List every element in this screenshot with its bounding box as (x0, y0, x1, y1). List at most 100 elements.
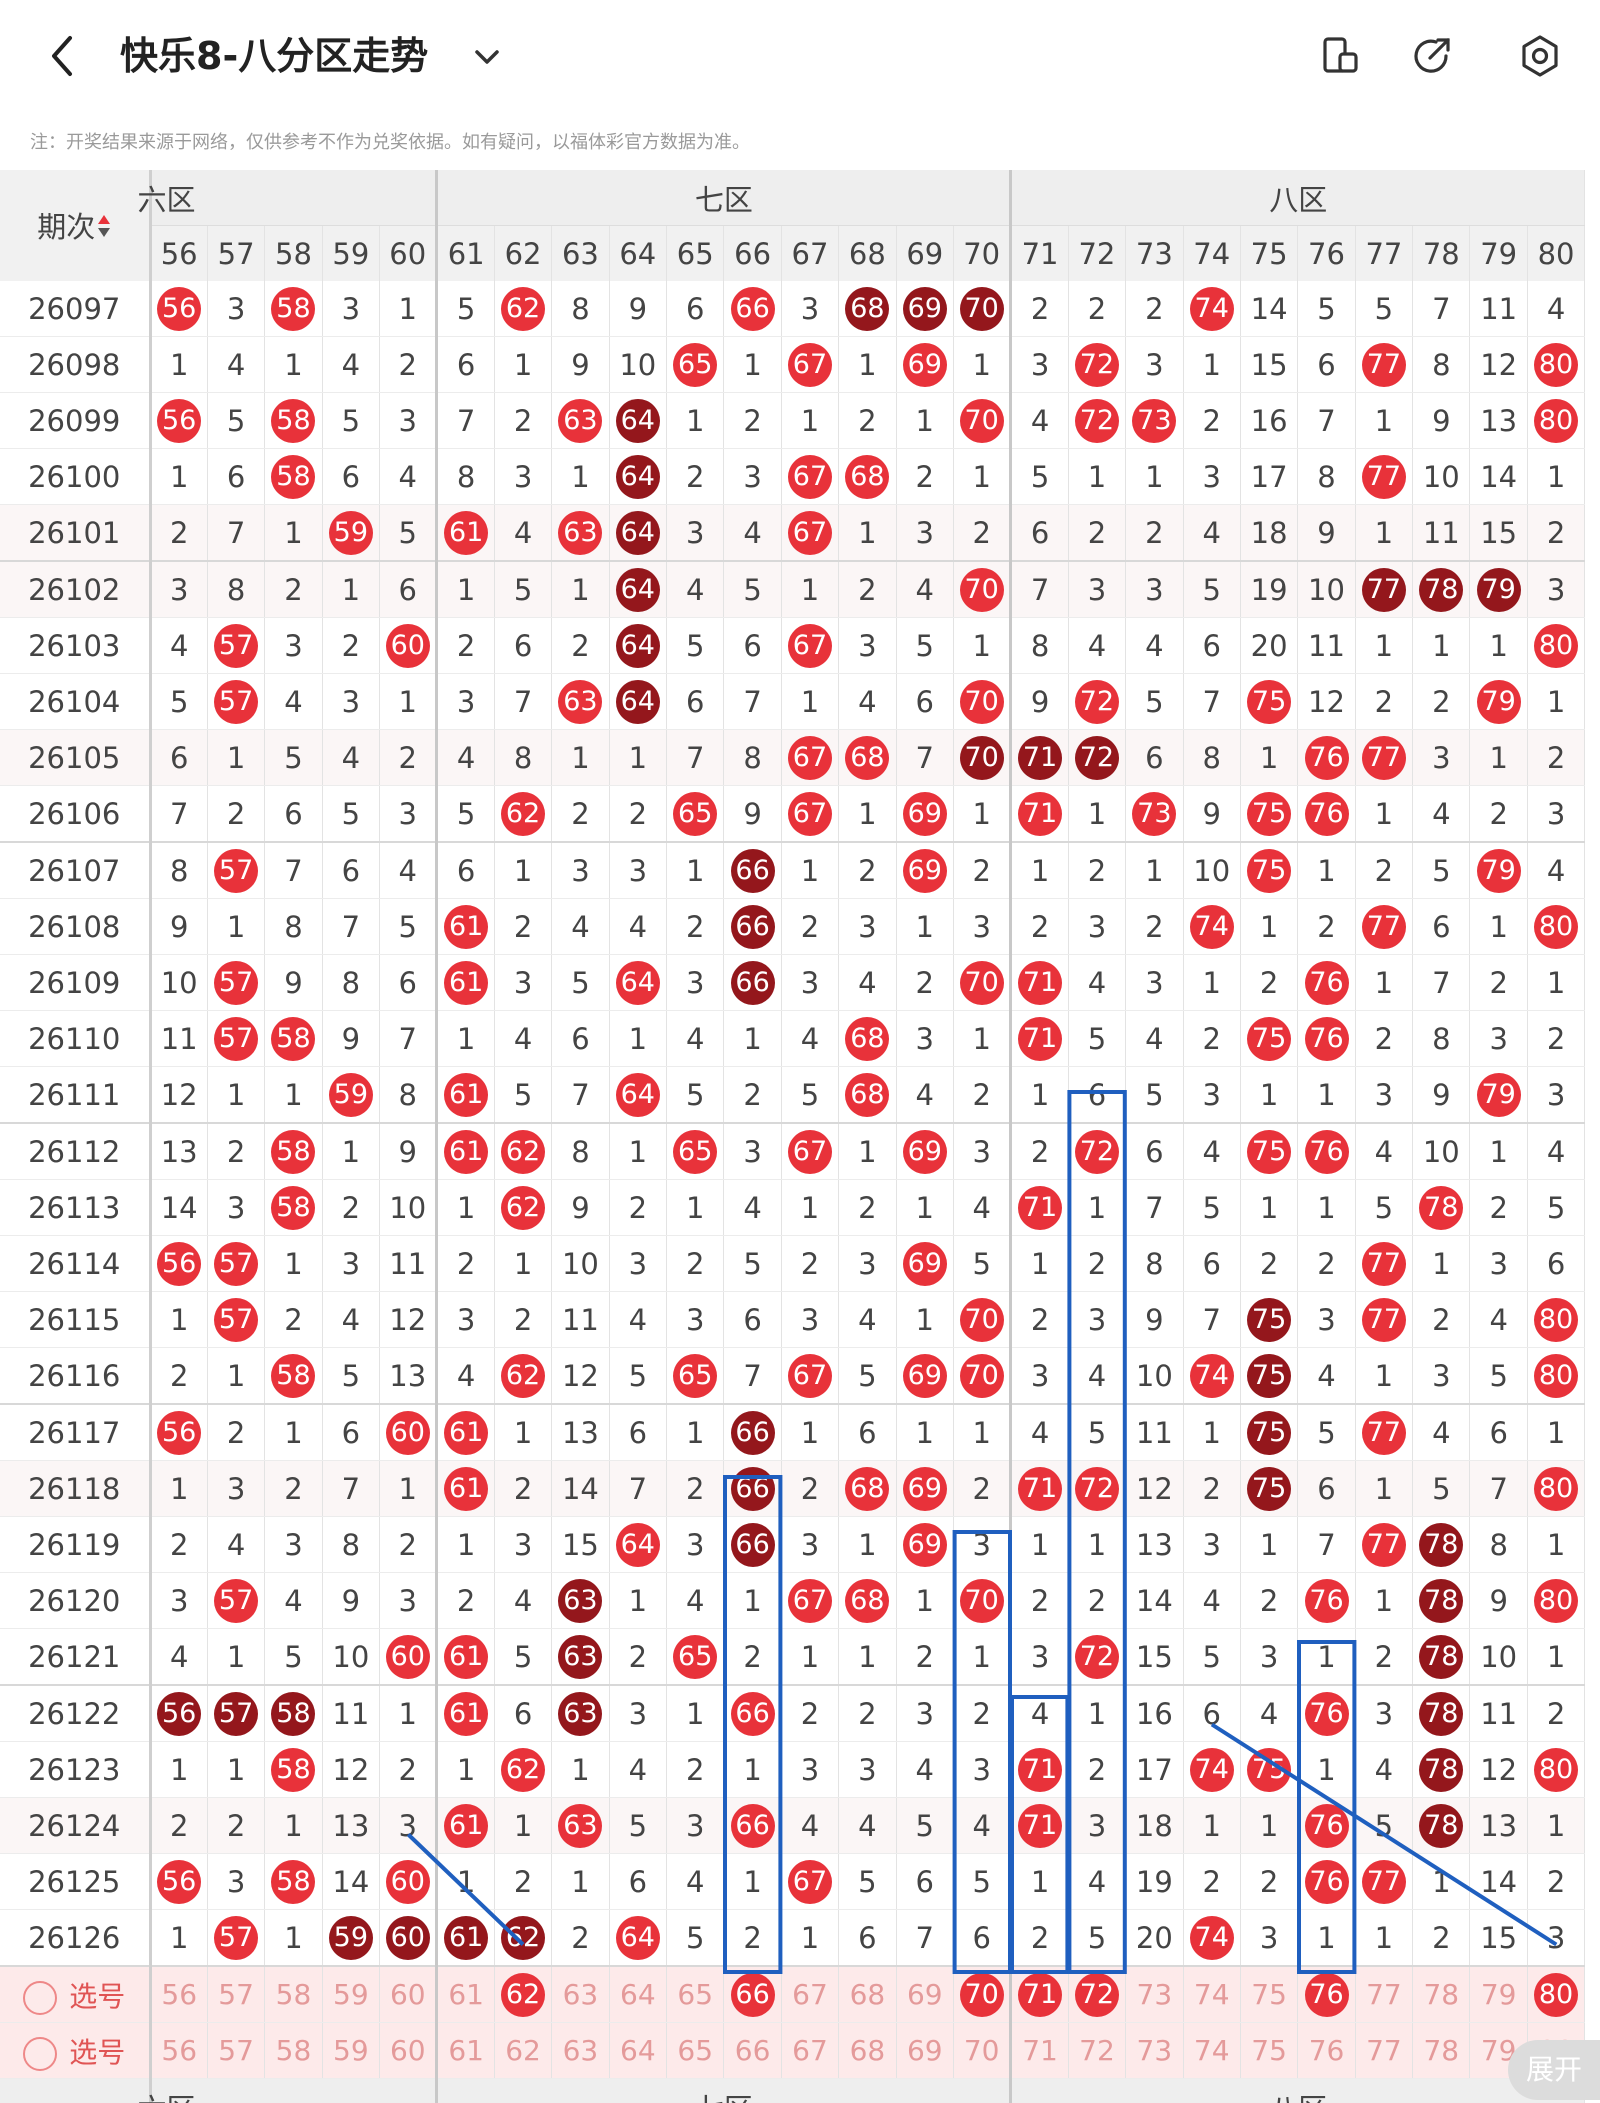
hit-ball: 69 (902, 1129, 947, 1174)
trend-cell: 7 (379, 1010, 439, 1067)
pick-cell[interactable]: 74 (1183, 1966, 1241, 2023)
radio-icon[interactable] (23, 1980, 58, 2015)
hit-ball: 62 (501, 791, 546, 836)
pick-cell[interactable]: 59 (322, 1966, 381, 2023)
pick-cell[interactable]: 60 (379, 1966, 439, 2023)
pick-cell[interactable]: 58 (264, 1966, 323, 2023)
period-header[interactable]: 期次 (0, 170, 152, 281)
pick-cell[interactable]: 75 (1240, 2022, 1299, 2079)
trend-cell: 1 (838, 504, 897, 562)
pick-cell[interactable]: 76 (1297, 2022, 1356, 2079)
trend-cell: 77 (1355, 1853, 1414, 1910)
trend-cell: 72 (1068, 1460, 1127, 1517)
expand-button[interactable]: 展开 (1508, 2040, 1600, 2100)
settings-icon[interactable] (1516, 32, 1564, 80)
trend-cell: 1 (609, 1010, 668, 1067)
pick-row-label[interactable]: 选号 (0, 2022, 152, 2079)
repeat-ball: 78 (1419, 1803, 1464, 1848)
trend-cell: 3 (1068, 1291, 1127, 1348)
trend-cell: 5 (322, 392, 381, 449)
pick-row-label[interactable]: 选号 (0, 1966, 152, 2023)
pick-cell[interactable]: 56 (150, 1966, 208, 2023)
page-title[interactable]: 快乐8-八分区走势 (120, 34, 429, 78)
pick-cell[interactable]: 65 (666, 1966, 725, 2023)
trend-cell: 1 (838, 1516, 897, 1573)
pick-cell[interactable]: 76 (1297, 1966, 1356, 2023)
pick-cell[interactable]: 57 (207, 1966, 266, 2023)
pick-cell[interactable]: 60 (379, 2022, 439, 2079)
pick-cell[interactable]: 63 (551, 2022, 610, 2079)
hit-ball: 70 (959, 1578, 1004, 1623)
pick-cell[interactable]: 68 (838, 2022, 897, 2079)
trend-cell: 1 (1068, 1685, 1127, 1742)
pick-cell[interactable]: 78 (1412, 1966, 1471, 2023)
pick-cell[interactable]: 72 (1068, 1966, 1127, 2023)
trend-cell: 6 (1527, 1235, 1586, 1292)
pick-cell[interactable]: 57 (207, 2022, 266, 2079)
trend-cell: 62 (494, 1347, 553, 1405)
pick-cell[interactable]: 61 (436, 1966, 495, 2023)
pick-cell[interactable]: 70 (953, 1966, 1013, 2023)
trend-cell: 1 (1240, 1066, 1299, 1124)
hit-ball: 71 (1018, 1747, 1063, 1792)
pick-cell[interactable]: 68 (838, 1966, 897, 2023)
trend-cell: 4 (1125, 1010, 1184, 1067)
pick-cell[interactable]: 56 (150, 2022, 208, 2079)
pick-cell[interactable]: 61 (436, 2022, 495, 2079)
pick-cell[interactable]: 67 (781, 1966, 840, 2023)
repeat-ball: 78 (1419, 1691, 1464, 1736)
trend-cell: 1 (609, 1123, 668, 1180)
pick-cell[interactable]: 71 (1010, 1966, 1069, 2023)
pick-cell[interactable]: 66 (723, 1966, 782, 2023)
pick-cell[interactable]: 62 (494, 1966, 553, 2023)
trend-cell: 3 (781, 281, 840, 337)
pick-cell[interactable]: 73 (1125, 2022, 1184, 2079)
pick-cell[interactable]: 63 (551, 1966, 610, 2023)
trend-cell: 1 (609, 729, 668, 786)
pick-cell[interactable]: 77 (1355, 1966, 1414, 2023)
trend-cell: 2 (264, 1460, 323, 1517)
column-header-77: 77 (1355, 225, 1414, 281)
pick-cell[interactable]: 73 (1125, 1966, 1184, 2023)
pick-cell[interactable]: 67 (781, 2022, 840, 2079)
share-icon[interactable] (1408, 32, 1456, 80)
trend-cell: 7 (896, 1909, 954, 1967)
trend-cell: 75 (1240, 785, 1299, 843)
pick-cell[interactable]: 69 (896, 2022, 954, 2079)
trend-cell: 1 (379, 281, 439, 337)
pick-cell[interactable]: 58 (264, 2022, 323, 2079)
pick-cell[interactable]: 64 (609, 1966, 668, 2023)
pick-cell[interactable]: 69 (896, 1966, 954, 2023)
pick-cell[interactable]: 71 (1010, 2022, 1069, 2079)
hit-ball: 67 (787, 454, 832, 499)
trend-table-wrap[interactable]: 期次 六区 七区 八区 56 57 58 59 60 61 62 63 64 65 66 67 68 69 70 71… (0, 170, 1600, 2103)
hit-ball: 79 (1476, 679, 1521, 724)
back-button[interactable] (42, 30, 82, 82)
pick-cell[interactable]: 72 (1068, 2022, 1127, 2079)
trend-cell: 1 (1527, 954, 1586, 1011)
pick-cell[interactable]: 78 (1412, 2022, 1471, 2079)
pick-cell[interactable]: 79 (1469, 1966, 1528, 2023)
pick-cell[interactable]: 65 (666, 2022, 725, 2079)
trend-cell: 5 (1527, 1179, 1586, 1236)
pick-cell[interactable]: 70 (953, 2022, 1013, 2079)
pick-cell[interactable]: 77 (1355, 2022, 1414, 2079)
trend-cell: 8 (494, 729, 553, 786)
period-cell: 26100 (0, 448, 152, 505)
trend-cell: 4 (1010, 1404, 1069, 1461)
pick-cell[interactable]: 59 (322, 2022, 381, 2079)
hit-ball: 56 (157, 1410, 202, 1455)
pick-cell[interactable]: 74 (1183, 2022, 1241, 2079)
chevron-down-icon[interactable] (470, 36, 504, 76)
pick-cell[interactable]: 64 (609, 2022, 668, 2079)
trend-cell: 1 (150, 1909, 208, 1967)
pick-cell[interactable]: 66 (723, 2022, 782, 2079)
pick-cell[interactable]: 62 (494, 2022, 553, 2079)
pick-cell[interactable]: 80 (1527, 1966, 1586, 2023)
sort-icon[interactable] (97, 213, 111, 247)
pick-cell[interactable]: 75 (1240, 1966, 1299, 2023)
device-icon[interactable] (1316, 32, 1364, 80)
radio-icon[interactable] (23, 2036, 58, 2071)
hit-ball: 72 (1074, 398, 1119, 443)
trend-cell: 5 (379, 898, 439, 955)
